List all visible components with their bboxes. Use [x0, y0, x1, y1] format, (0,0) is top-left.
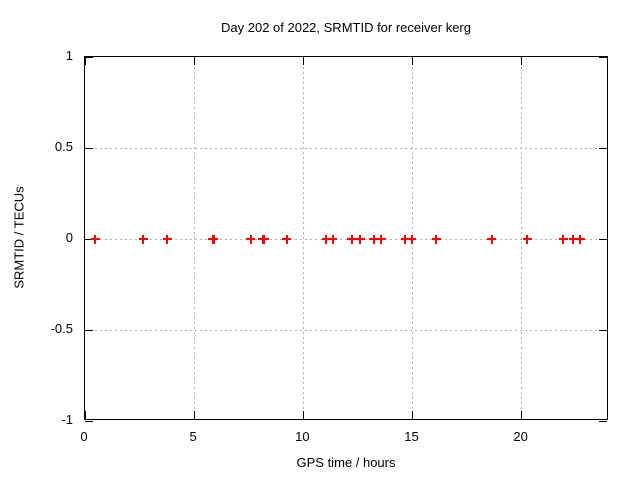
data-point-marker	[347, 234, 357, 244]
x-axis-title: GPS time / hours	[296, 455, 396, 470]
data-point-marker	[90, 234, 100, 244]
data-point-marker	[355, 234, 365, 244]
plot-area	[84, 56, 608, 422]
data-point-marker	[162, 234, 172, 244]
data-point-marker	[376, 234, 386, 244]
data-point-marker	[321, 234, 331, 244]
y-tick-mark	[599, 238, 607, 240]
data-point-marker	[575, 234, 585, 244]
y-tick-label: -0.5	[50, 321, 73, 336]
x-tick-mark	[521, 57, 523, 65]
data-point-marker	[138, 234, 148, 244]
x-tick-mark	[84, 57, 86, 65]
data-point-marker	[568, 234, 578, 244]
data-point-marker	[209, 234, 219, 244]
x-tick-mark	[193, 57, 195, 65]
data-point-marker	[400, 234, 410, 244]
y-tick-mark	[599, 147, 607, 149]
data-point-marker	[407, 234, 417, 244]
y-tick-mark	[599, 420, 607, 422]
x-tick-mark	[302, 411, 304, 419]
x-tick-label: 0	[80, 429, 88, 444]
y-tick-label: 0.5	[54, 139, 73, 154]
x-tick-label: 10	[295, 429, 310, 444]
data-point-marker	[369, 234, 379, 244]
data-point-marker	[246, 234, 256, 244]
y-tick-mark	[85, 238, 93, 240]
y-tick-label: 0	[65, 230, 73, 245]
gridline-horizontal	[85, 329, 607, 331]
gridline-vertical	[302, 57, 304, 419]
gridline-horizontal	[85, 238, 607, 240]
x-tick-label: 15	[404, 429, 419, 444]
x-tick-mark	[521, 411, 523, 419]
y-tick-mark	[599, 329, 607, 331]
data-point-marker	[259, 234, 269, 244]
data-point-marker	[282, 234, 292, 244]
y-tick-mark	[85, 420, 93, 422]
x-tick-mark	[412, 57, 413, 65]
x-tick-label: 5	[189, 429, 197, 444]
gridline-vertical	[521, 57, 523, 419]
data-point-marker	[558, 234, 568, 244]
y-tick-label: 1	[65, 48, 73, 63]
y-tick-mark	[85, 147, 93, 149]
gridline-vertical	[193, 57, 195, 419]
x-tick-mark	[193, 411, 195, 419]
y-tick-label: -1	[61, 412, 73, 427]
data-point-marker	[487, 234, 497, 244]
data-point-marker	[522, 234, 532, 244]
x-tick-label: 20	[513, 429, 528, 444]
y-tick-mark	[599, 56, 607, 58]
data-point-marker	[328, 234, 338, 244]
y-tick-mark	[85, 56, 93, 58]
data-point-marker	[431, 234, 441, 244]
chart-title: Day 202 of 2022, SRMTID for receiver ker…	[221, 20, 471, 35]
y-tick-mark	[85, 329, 93, 331]
x-tick-mark	[84, 411, 86, 419]
x-tick-mark	[302, 57, 304, 65]
gridline-horizontal	[85, 147, 607, 149]
x-tick-mark	[412, 411, 413, 419]
